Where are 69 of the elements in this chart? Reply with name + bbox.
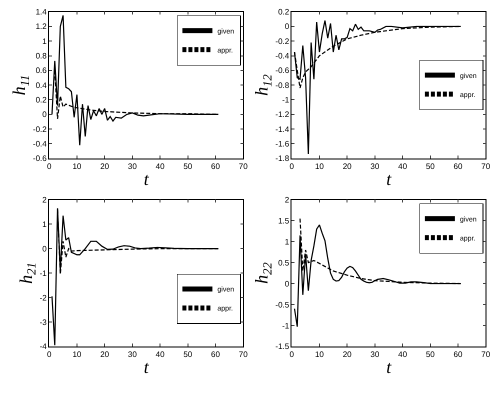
y-tick-label: 1.4	[36, 8, 48, 17]
x-axis-title: t	[144, 169, 150, 189]
y-tick-label: -1.8	[275, 154, 290, 164]
y-tick-label: 0.8	[36, 52, 48, 61]
y-tick-label: 0.5	[278, 258, 290, 268]
y-tick-label: -4	[40, 342, 48, 352]
y-tick-label: 1.5	[278, 216, 290, 226]
y-tick-label: -1	[282, 321, 290, 330]
y-tick-label: 0	[284, 22, 290, 32]
y-tick-label: -1.4	[275, 124, 290, 134]
x-axis-title: t	[144, 357, 150, 377]
x-tick-label: 10	[314, 162, 324, 171]
y-tick-label: -1.6	[275, 140, 290, 149]
x-axis-title: t	[386, 357, 392, 377]
y-tick-label: -2	[40, 293, 48, 302]
y-tick-label: 0	[42, 110, 48, 120]
x-tick-label: 40	[156, 162, 166, 171]
y-tick-label: -1.5	[275, 342, 290, 352]
x-tick-label: 40	[156, 350, 166, 359]
y-tick-label: 0.4	[36, 80, 48, 90]
y-tick-label: -0.6	[32, 154, 48, 164]
x-tick-label: 10	[314, 350, 324, 359]
x-tick-label: 60	[211, 162, 221, 171]
x-tick-label: 60	[454, 162, 464, 171]
y-tick-label: 0.2	[278, 8, 290, 17]
x-tick-label: 30	[370, 350, 380, 359]
x-tick-label: 40	[398, 350, 408, 359]
x-tick-label: 70	[481, 350, 491, 359]
y-tick-label: -3	[40, 318, 48, 327]
x-tick-label: 30	[128, 162, 138, 171]
y-tick-label: -0.6	[275, 66, 290, 76]
y-tick-label: 1	[284, 237, 290, 246]
x-tick-label: 30	[370, 162, 380, 171]
y-tick-label: 2	[284, 196, 290, 205]
x-tick-label: 70	[238, 350, 248, 359]
x-tick-label: 20	[100, 350, 110, 359]
x-tick-label: 70	[481, 162, 491, 171]
x-tick-label: 10	[72, 350, 82, 359]
x-tick-label: 50	[183, 162, 193, 171]
x-tick-label: 60	[454, 350, 464, 359]
y-tick-label: -1	[40, 268, 48, 278]
y-tick-label: 1	[42, 36, 48, 46]
y-tick-label: -0.4	[275, 52, 290, 61]
x-tick-label: 60	[211, 350, 221, 359]
y-tick-label: 2	[42, 196, 48, 205]
y-tick-label: -0.2	[275, 36, 290, 46]
y-tick-label: -0.5	[275, 300, 290, 310]
y-tick-label: -0.4	[32, 140, 48, 149]
y-tick-label: 0	[284, 279, 290, 288]
x-tick-label: 20	[100, 162, 110, 171]
y-tick-label: -1.2	[275, 110, 290, 120]
x-tick-label: 50	[183, 350, 193, 359]
x-tick-label: 30	[128, 350, 138, 359]
x-tick-label: 70	[238, 162, 248, 171]
x-axis-title: t	[386, 169, 392, 189]
y-tick-label: 1.2	[36, 22, 48, 32]
x-tick-label: 20	[342, 162, 352, 171]
y-tick-label: 0.6	[36, 66, 48, 76]
y-tick-label: 1	[42, 220, 48, 229]
x-tick-label: 10	[72, 162, 82, 171]
x-tick-label: 50	[426, 350, 436, 359]
y-tick-label: 0.2	[36, 96, 48, 105]
y-tick-label: -0.2	[32, 124, 48, 134]
x-tick-label: 20	[342, 350, 352, 359]
x-tick-label: 40	[398, 162, 408, 171]
y-tick-label: 0	[42, 244, 48, 254]
x-tick-label: 50	[426, 162, 436, 171]
y-tick-label: -1	[282, 96, 290, 105]
y-tick-label: -0.8	[275, 80, 290, 90]
